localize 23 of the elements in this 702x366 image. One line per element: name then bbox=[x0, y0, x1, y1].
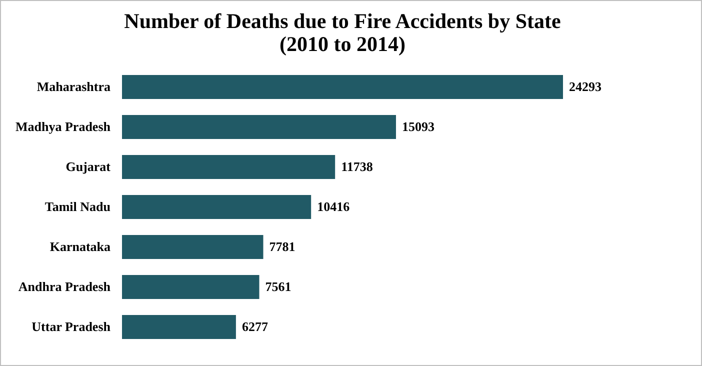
y-tick-label: Uttar Pradesh bbox=[32, 319, 112, 334]
chart-title: Number of Deaths due to Fire Accidents by State bbox=[124, 9, 561, 33]
data-label: 10416 bbox=[317, 199, 350, 214]
bar bbox=[122, 155, 336, 179]
y-tick-label: Madhya Pradesh bbox=[16, 119, 112, 134]
data-label: 7781 bbox=[269, 239, 296, 254]
y-tick-label: Tamil Nadu bbox=[44, 199, 110, 214]
y-tick-label: Andhra Pradesh bbox=[18, 279, 112, 294]
data-label: 15093 bbox=[402, 119, 435, 134]
data-label: 6277 bbox=[242, 319, 268, 334]
bar bbox=[122, 195, 312, 219]
chart-subtitle: (2010 to 2014) bbox=[280, 32, 406, 56]
data-label: 7561 bbox=[265, 279, 292, 294]
bar bbox=[122, 75, 563, 99]
data-label: 11738 bbox=[341, 159, 374, 174]
bar bbox=[122, 235, 264, 259]
y-tick-label: Karnataka bbox=[50, 239, 111, 254]
y-tick-label: Gujarat bbox=[66, 159, 112, 174]
bar bbox=[122, 275, 260, 299]
bar bbox=[122, 115, 396, 139]
data-label: 24293 bbox=[569, 79, 602, 94]
bar bbox=[122, 315, 236, 339]
y-tick-label: Maharashtra bbox=[36, 79, 111, 94]
